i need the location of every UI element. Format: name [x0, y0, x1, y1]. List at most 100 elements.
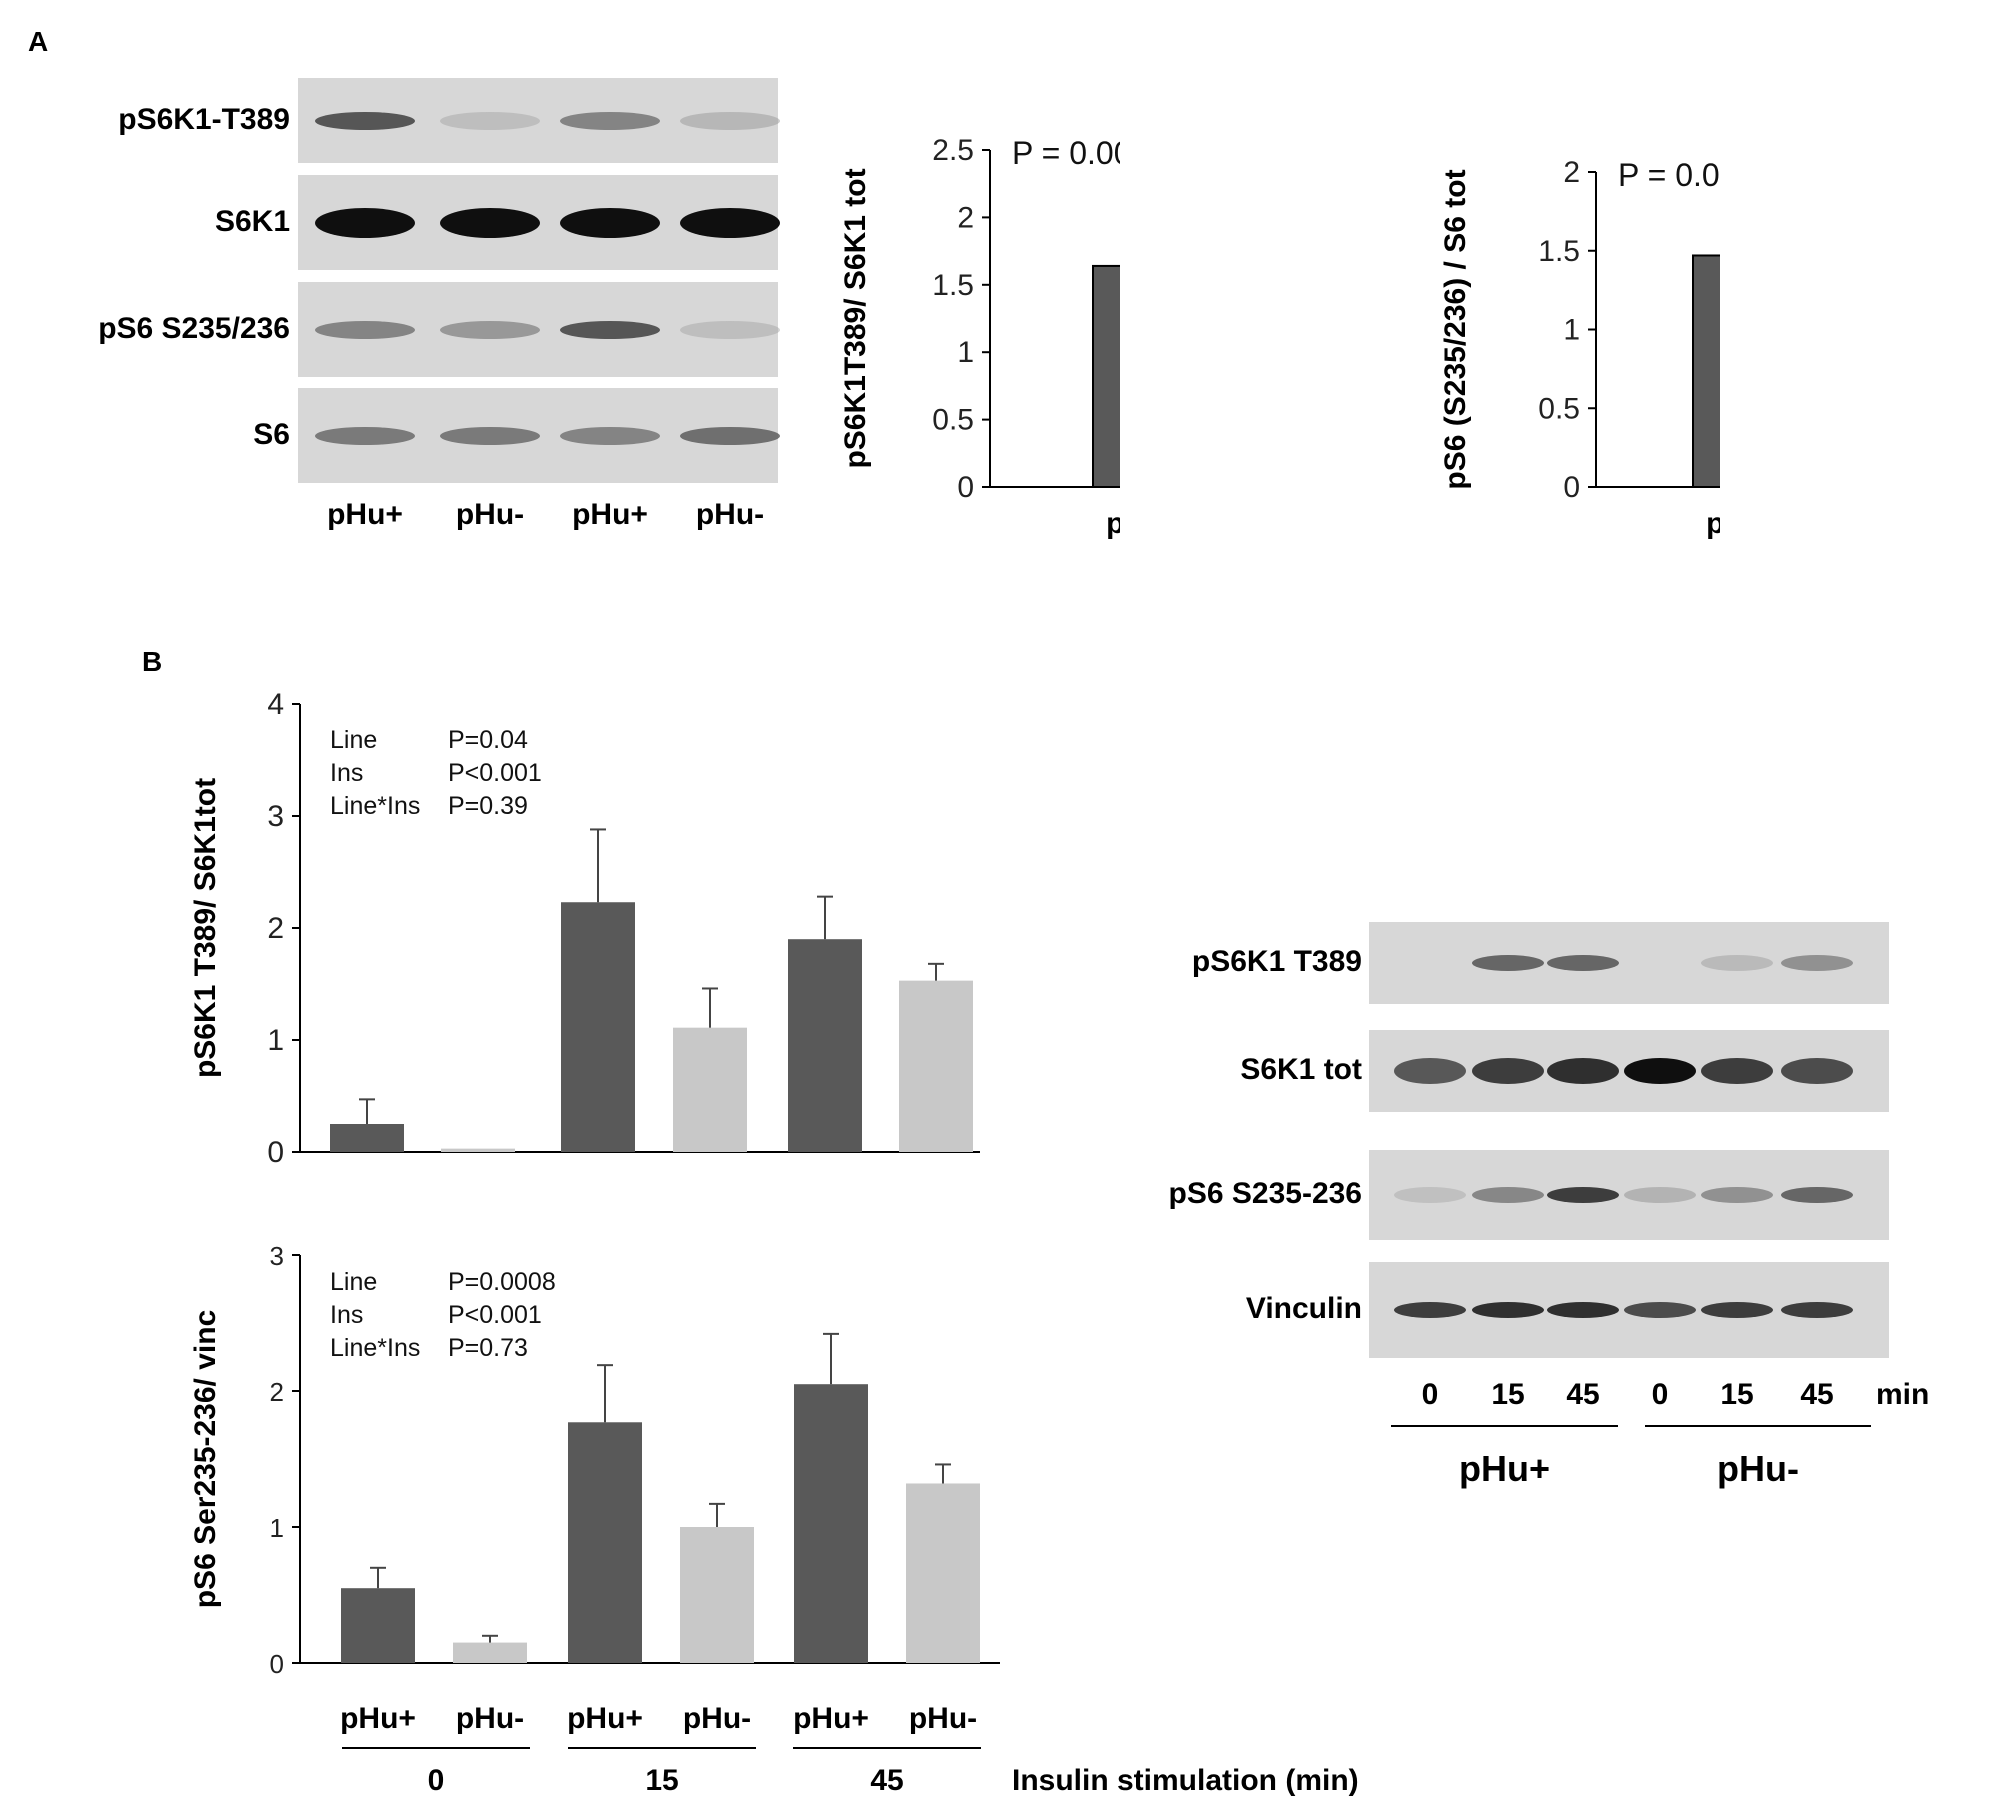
y-tick-label: 2.5 [932, 134, 974, 167]
stat-p-value: P<0.001 [448, 1301, 542, 1329]
y-tick-label: 3 [270, 1241, 284, 1271]
stat-term: Line [330, 726, 377, 754]
group-label: 0 [428, 1764, 445, 1797]
category-label: pHu- [456, 1702, 524, 1735]
category-label: pHu+ [1106, 507, 1120, 540]
blot-strip [1369, 1030, 1889, 1112]
y-axis-label: pS6K1 T389/ S6K1tot [189, 778, 222, 1078]
blot-row-label: pS6K1 T389 [1191, 945, 1362, 978]
blot-band [440, 320, 540, 339]
blot-strip [298, 78, 780, 163]
lane-label: pHu+ [572, 498, 648, 531]
blot-strip [298, 175, 780, 270]
bar [568, 1422, 642, 1663]
stat-p-value: P=0.39 [448, 792, 528, 820]
blot-band [440, 207, 540, 238]
blot-band [1394, 1187, 1466, 1203]
y-tick-label: 1 [1563, 314, 1580, 347]
category-label: pHu+ [340, 1702, 416, 1735]
lane-label: pHu+ [327, 498, 403, 531]
western-blot-b: pS6K1 T389 S6K1 tot pS6 S235-236 Vinculin 0 1… [1100, 900, 2000, 1520]
blot-band [1472, 1187, 1544, 1203]
time-label: 15 [1491, 1378, 1525, 1411]
blot-band [680, 207, 780, 238]
blot-row-label: pS6K1-T389 [118, 102, 290, 136]
blot-band [315, 111, 415, 130]
y-axis-label: pS6K1T389/ S6K1 tot [839, 168, 872, 468]
blot-band [1394, 1302, 1466, 1318]
blot-band [1547, 1058, 1619, 1084]
group-label: 45 [870, 1764, 903, 1797]
bar [673, 1027, 747, 1152]
blot-band [1624, 1187, 1696, 1203]
blot-band [560, 426, 660, 445]
y-tick-label: 1 [267, 1024, 284, 1057]
blot-band [1547, 1302, 1619, 1318]
panel-letter-b: B [142, 646, 163, 677]
group-label: pHu- [1717, 1448, 1799, 1489]
blot-band [560, 320, 660, 339]
lane-label: pHu- [455, 498, 525, 531]
blot-band [315, 426, 415, 445]
y-tick-label: 2 [267, 912, 284, 945]
stat-p-value: P=0.04 [448, 726, 528, 754]
y-tick-label: 0.5 [932, 404, 974, 437]
bar [441, 1148, 515, 1152]
blot-strip [1369, 1150, 1889, 1240]
category-label: pHu- [909, 1702, 977, 1735]
blot-band [1472, 1058, 1544, 1084]
bar [330, 1124, 404, 1152]
y-tick-label: 0.5 [1538, 392, 1580, 425]
y-tick-label: 2 [270, 1377, 284, 1407]
bar [899, 980, 973, 1152]
blot-band [440, 111, 540, 130]
stat-term: Ins [330, 759, 363, 787]
blot-band [1701, 1302, 1773, 1318]
blot-band [1472, 1302, 1544, 1318]
bar [1092, 264, 1120, 488]
stat-p-value: P<0.001 [448, 759, 542, 787]
blot-row-label: S6K1 tot [1240, 1053, 1362, 1086]
stat-p-value: P=0.0008 [448, 1268, 556, 1296]
blot-strip [1369, 922, 1889, 1004]
blot-band [680, 426, 780, 445]
category-label: pHu+ [793, 1702, 869, 1735]
stat-term: Ins [330, 1301, 363, 1329]
blot-strip [298, 388, 780, 483]
blot-band [680, 111, 780, 130]
panel-letter-a: A [28, 26, 49, 57]
blot-band [315, 320, 415, 339]
blot-row-label: S6K1 [214, 204, 290, 238]
blot-band [1781, 955, 1853, 971]
stat-term: Line*Ins [330, 1334, 420, 1362]
stat-term: Line [330, 1268, 377, 1296]
p-value-annotation: P = 0.002 [1012, 135, 1120, 171]
y-tick-label: 4 [267, 690, 284, 721]
lane-label: pHu- [695, 498, 765, 531]
blot-row-label: S6 [253, 417, 290, 451]
bar [788, 939, 862, 1152]
y-tick-label: 0 [270, 1649, 284, 1679]
blot-band [1394, 1058, 1466, 1084]
y-tick-label: 0 [1563, 471, 1580, 504]
bar [341, 1588, 415, 1663]
y-tick-label: 0 [957, 471, 974, 504]
blot-band [560, 207, 660, 238]
time-label: 45 [1566, 1378, 1600, 1411]
y-tick-label: 1 [957, 336, 974, 369]
y-tick-label: 1.5 [932, 269, 974, 302]
category-label: pHu+ [1706, 507, 1720, 540]
bar-chart-b-pS6K1: 0 1 2 3 4 pS6K1 T389/ S6K1tot Line P=0.04 Ins P<0… [189, 690, 980, 1169]
y-tick-label: 0 [267, 1136, 284, 1169]
y-axis-label: pS6 (S235/236) / S6 tot [1439, 169, 1472, 489]
blot-band [1781, 1058, 1853, 1084]
blot-band [440, 426, 540, 445]
blot-band [1781, 1302, 1853, 1318]
blot-strip [1369, 1262, 1889, 1358]
category-label: pHu+ [567, 1702, 643, 1735]
y-axis-label: pS6 Ser235-236/ vinc [189, 1310, 222, 1609]
bar [680, 1527, 754, 1663]
p-value-annotation: P = 0.001 [1618, 157, 1720, 193]
blot-strip [298, 282, 780, 377]
x-axis-label: Insulin stimulation (min) [1012, 1764, 1359, 1797]
